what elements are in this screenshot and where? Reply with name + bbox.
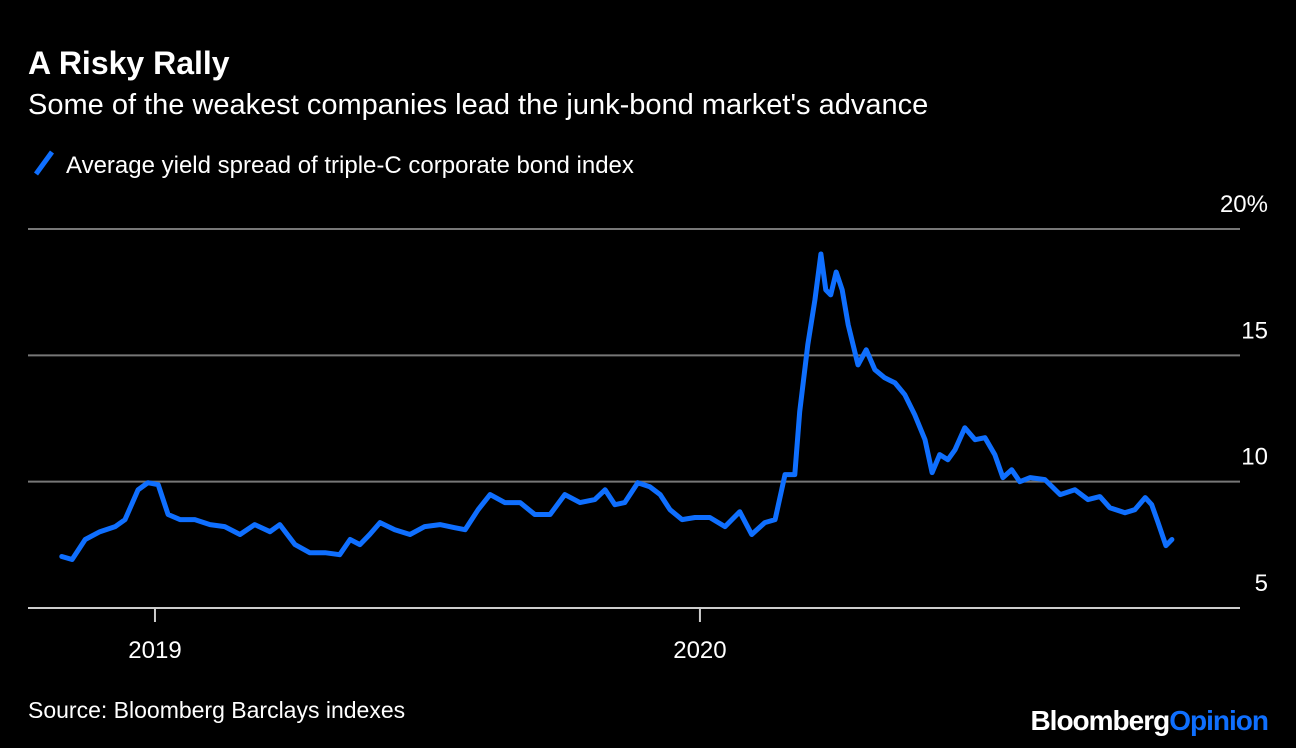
chart-subtitle: Some of the weakest companies lead the j… [28, 89, 928, 121]
logo-suffix: Opinion [1169, 705, 1268, 736]
y-tick-label: 20% [1220, 191, 1268, 218]
logo-brand: Bloomberg [1030, 705, 1169, 736]
y-tick-label: 5 [1255, 570, 1268, 597]
chart-title: A Risky Rally [28, 45, 230, 81]
data-line [59, 251, 1175, 562]
x-tick-label: 2019 [128, 637, 181, 664]
x-tick-label: 2020 [673, 637, 726, 664]
y-tick-label: 15 [1241, 317, 1268, 344]
y-tick-label: 10 [1241, 444, 1268, 471]
logo: BloombergOpinion [1030, 705, 1268, 736]
source: Source: Bloomberg Barclays indexes [28, 697, 405, 723]
legend-label: Average yield spread of triple-C corpora… [66, 152, 634, 179]
legend-swatch [33, 150, 55, 176]
